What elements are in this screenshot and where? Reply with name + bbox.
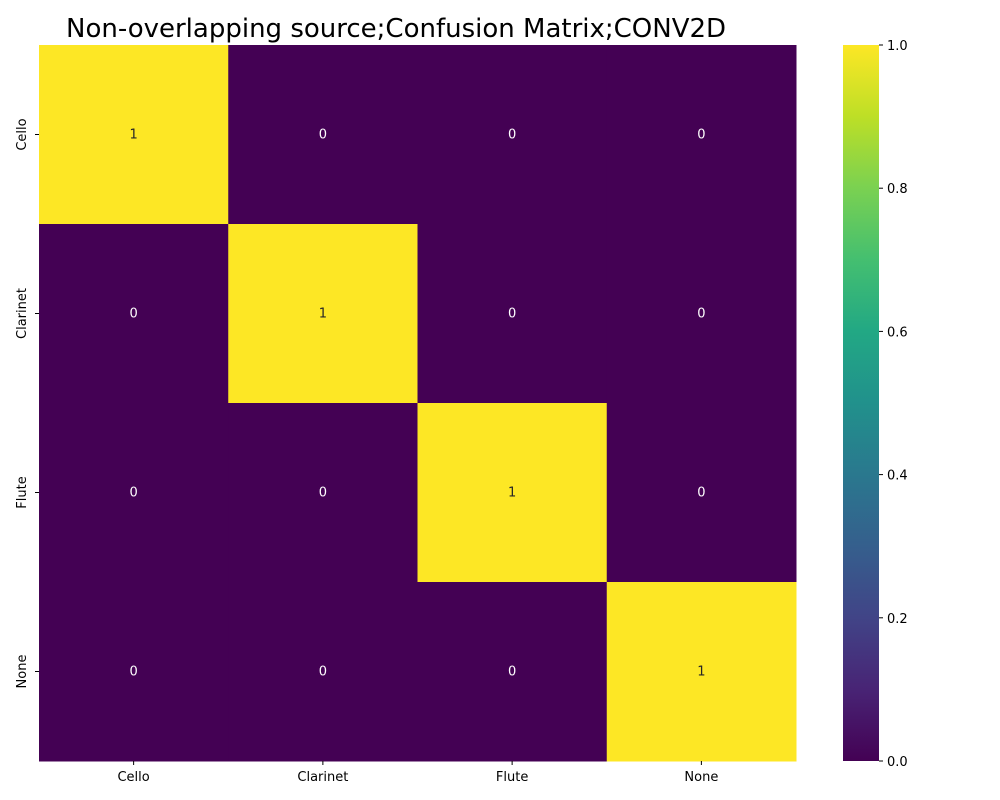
y-tick-label: None	[15, 655, 30, 689]
cell-value-label: 0	[508, 128, 516, 143]
x-tick-label: Flute	[496, 770, 528, 785]
cell-value-label: 1	[697, 665, 705, 680]
heatmap-cell	[606, 45, 797, 225]
y-tick-label: Cello	[15, 118, 30, 150]
cell-value-label: 0	[508, 665, 516, 680]
cell-value-label: 0	[319, 486, 327, 501]
cell-value-label: 0	[697, 307, 705, 322]
heatmap-cell-labels: 1 0 0 0 0 1 0 0 0 0 1 0 0 0 0 1	[129, 128, 705, 680]
cell-value-label: 0	[129, 486, 137, 501]
x-tick-label: Clarinet	[297, 770, 348, 785]
colorbar-tick-label: 1.0	[887, 39, 908, 54]
cell-value-label: 0	[129, 665, 137, 680]
cell-value-label: 1	[508, 486, 516, 501]
cell-value-label: 0	[508, 307, 516, 322]
heatmap-cell	[606, 582, 797, 762]
cell-value-label: 0	[319, 128, 327, 143]
y-tick-label: Clarinet	[15, 288, 30, 339]
cell-value-label: 0	[129, 307, 137, 322]
heatmap-cell	[228, 224, 418, 404]
cell-value-label: 1	[129, 128, 137, 143]
colorbar-tick-label: 0.2	[887, 612, 908, 627]
heatmap-cell	[39, 224, 229, 404]
colorbar-tick-label: 0.8	[887, 182, 908, 197]
y-axis: Cello Clarinet Flute None	[15, 118, 39, 688]
cell-value-label: 1	[319, 307, 327, 322]
heatmap-cell	[606, 403, 797, 583]
heatmap-cell	[417, 403, 608, 583]
heatmap-cell	[39, 45, 229, 225]
heatmap-cell	[228, 45, 418, 225]
heatmap-cell	[417, 582, 608, 762]
colorbar-tick-label: 0.4	[887, 469, 908, 484]
cell-value-label: 0	[697, 486, 705, 501]
heatmap-cells	[39, 45, 797, 762]
heatmap-cell	[39, 403, 229, 583]
heatmap-cell	[417, 45, 608, 225]
heatmap-cell	[228, 403, 418, 583]
x-tick-label: Cello	[117, 770, 149, 785]
heatmap-cell	[39, 582, 229, 762]
colorbar: 0.0 0.2 0.4 0.6 0.8 1.0	[843, 39, 908, 770]
cell-value-label: 0	[319, 665, 327, 680]
cell-value-label: 0	[697, 128, 705, 143]
heatmap-cell	[228, 582, 418, 762]
x-tick-label: None	[684, 770, 718, 785]
chart-title: Non-overlapping source;Confusion Matrix;…	[66, 14, 726, 44]
x-axis: Cello Clarinet Flute None	[117, 761, 718, 785]
heatmap-cell	[417, 224, 608, 404]
colorbar-tick-label: 0.6	[887, 325, 908, 340]
colorbar-tick-label: 0.0	[887, 755, 908, 770]
heatmap-cell	[606, 224, 797, 404]
colorbar-gradient	[843, 45, 879, 761]
y-tick-label: Flute	[15, 476, 30, 508]
